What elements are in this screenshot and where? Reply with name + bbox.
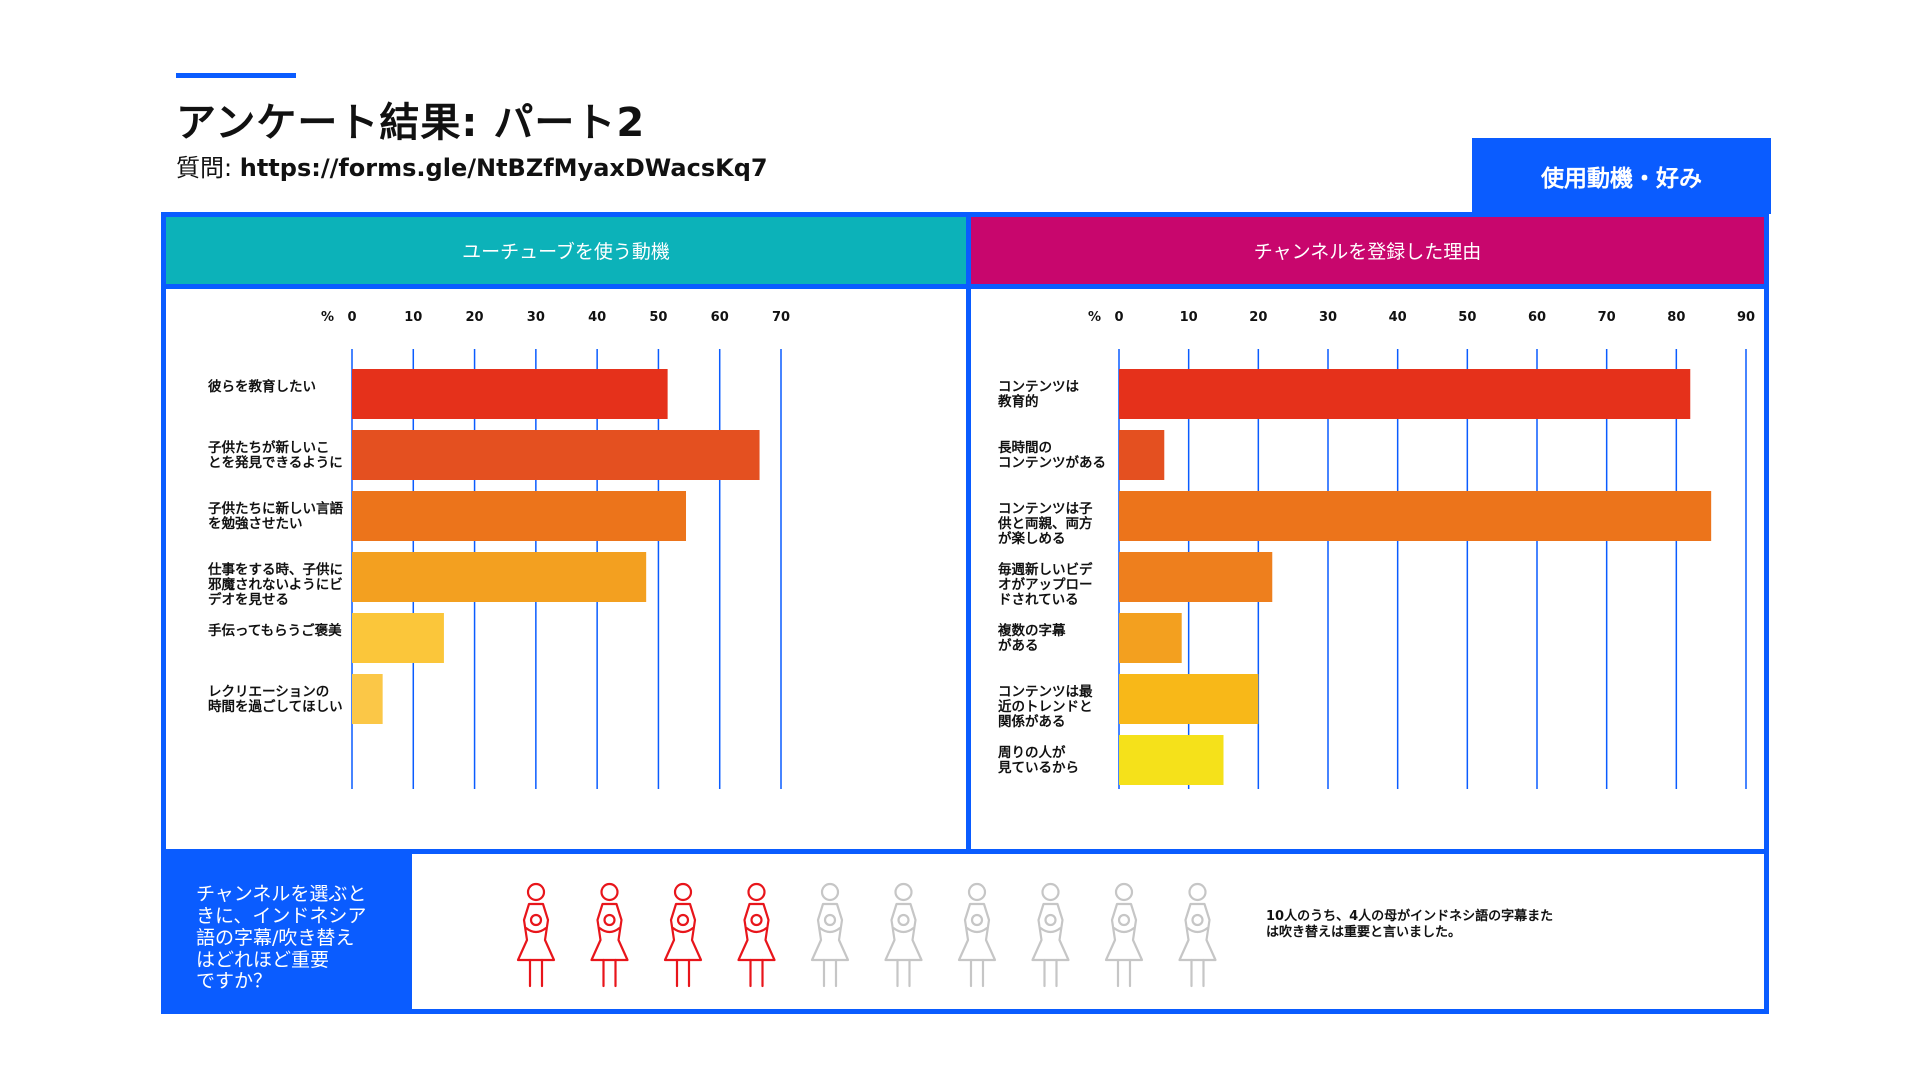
motivation-chart: % 0 10 20 30 40 50 60 70 彼らを教育したい子供たちが新しいことを発見できる…	[207, 310, 790, 789]
panel-divider	[966, 217, 971, 849]
subscription-chart: % 0 10 20 30 40 50 60 70 80 90 コンテンツは教育的長時間のコンテンツがあ…	[997, 310, 1755, 789]
right-panel-header: チャンネルを登録した理由	[971, 217, 1764, 284]
mother-pictogram-row	[516, 882, 1217, 988]
left-panel-header: ユーチューブを使う動機	[166, 217, 966, 284]
tick-label: 60	[1528, 310, 1546, 325]
mother-icon-highlighted	[737, 882, 776, 988]
bottom-divider	[166, 849, 1764, 854]
tick-label: 40	[588, 310, 606, 325]
title-accent-line	[176, 73, 296, 78]
mother-icon-highlighted	[516, 882, 556, 988]
category-label: 仕事をする時、子供に邪魔されないようにビデオを見せる	[207, 561, 343, 608]
page-title: アンケート結果: パート2	[176, 100, 646, 146]
mother-icon	[957, 882, 997, 988]
category-label: 手伝ってもらうご褒美	[208, 622, 342, 639]
tick-label: 30	[1319, 310, 1337, 325]
bar	[1119, 674, 1259, 724]
tick-label: 60	[711, 310, 729, 325]
bar	[352, 552, 647, 602]
tick-label: 0	[347, 310, 356, 325]
mother-icon	[1031, 882, 1070, 988]
bar	[1119, 735, 1224, 785]
mother-icon	[1178, 882, 1217, 988]
tick-label: 0	[1114, 310, 1123, 325]
tick-label: 50	[1458, 310, 1476, 325]
category-label: 子供たちが新しいことを発見できるように	[208, 439, 343, 471]
category-label: コンテンツは最近のトレンドと関係がある	[998, 684, 1093, 730]
axis-unit-label: %	[1088, 310, 1101, 325]
bar	[352, 491, 687, 541]
category-label: 周りの人が見ているから	[997, 744, 1079, 776]
subtitle: 質問: https://forms.gle/NtBZfMyaxDWacsKq7	[176, 148, 768, 183]
category-label: レクリエーションの時間を過ごしてほしい	[208, 684, 343, 715]
bar	[1119, 491, 1712, 541]
bar	[1119, 369, 1691, 419]
section-tag: 使用動機・好み	[1472, 138, 1771, 214]
tick-label: 90	[1737, 310, 1755, 325]
survey-link[interactable]: https://forms.gle/NtBZfMyaxDWacsKq7	[239, 154, 768, 182]
tick-label: 10	[404, 310, 422, 325]
tick-label: 40	[1389, 310, 1407, 325]
category-label: コンテンツは教育的	[998, 379, 1079, 410]
bar	[352, 369, 668, 419]
subtitle-question-box: チャンネルを選ぶと きに、インドネシア 語の字幕/吹き替え はどれほど重要 です…	[166, 854, 412, 1009]
bar	[352, 674, 383, 724]
tick-label: 50	[649, 310, 667, 325]
mother-icon-highlighted	[590, 882, 629, 988]
header-divider	[166, 284, 1764, 289]
pictogram-statement: 10人のうち、4人の母がインドネシ語の字幕または吹き替えは重要と言いました。	[1266, 909, 1554, 940]
category-label: コンテンツは子供と両親、両方が楽しめる	[997, 501, 1093, 547]
category-label: 長時間のコンテンツがある	[998, 439, 1106, 471]
subtitle-prefix: 質問:	[176, 154, 233, 182]
tick-label: 80	[1667, 310, 1685, 325]
tick-label: 10	[1180, 310, 1198, 325]
category-label: 毎週新しいビデオがアップロードされている	[998, 561, 1093, 608]
bar	[1119, 552, 1273, 602]
bar	[352, 613, 444, 663]
bar	[352, 430, 760, 480]
bar	[1119, 430, 1165, 480]
tick-label: 20	[466, 310, 484, 325]
category-label: 子供たちに新しい言語を勉強させたい	[208, 500, 343, 532]
axis-unit-label: %	[321, 310, 334, 325]
mother-icon-highlighted	[663, 882, 703, 988]
results-frame: ユーチューブを使う動機 チャンネルを登録した理由 % 0 10 20 30 40 50 60 7…	[161, 212, 1769, 1014]
subtitle-question: チャンネルを選ぶと きに、インドネシア 語の字幕/吹き替え はどれほど重要 です…	[196, 883, 367, 993]
mother-icon	[884, 882, 923, 988]
bar	[1119, 613, 1182, 663]
tick-label: 70	[1598, 310, 1616, 325]
category-label: 彼らを教育したい	[208, 378, 316, 395]
tick-label: 30	[527, 310, 545, 325]
tick-label: 70	[772, 310, 790, 325]
category-label: 複数の字幕がある	[997, 622, 1066, 654]
mother-icon	[810, 882, 850, 988]
mother-icon	[1104, 882, 1144, 988]
tick-label: 20	[1249, 310, 1267, 325]
